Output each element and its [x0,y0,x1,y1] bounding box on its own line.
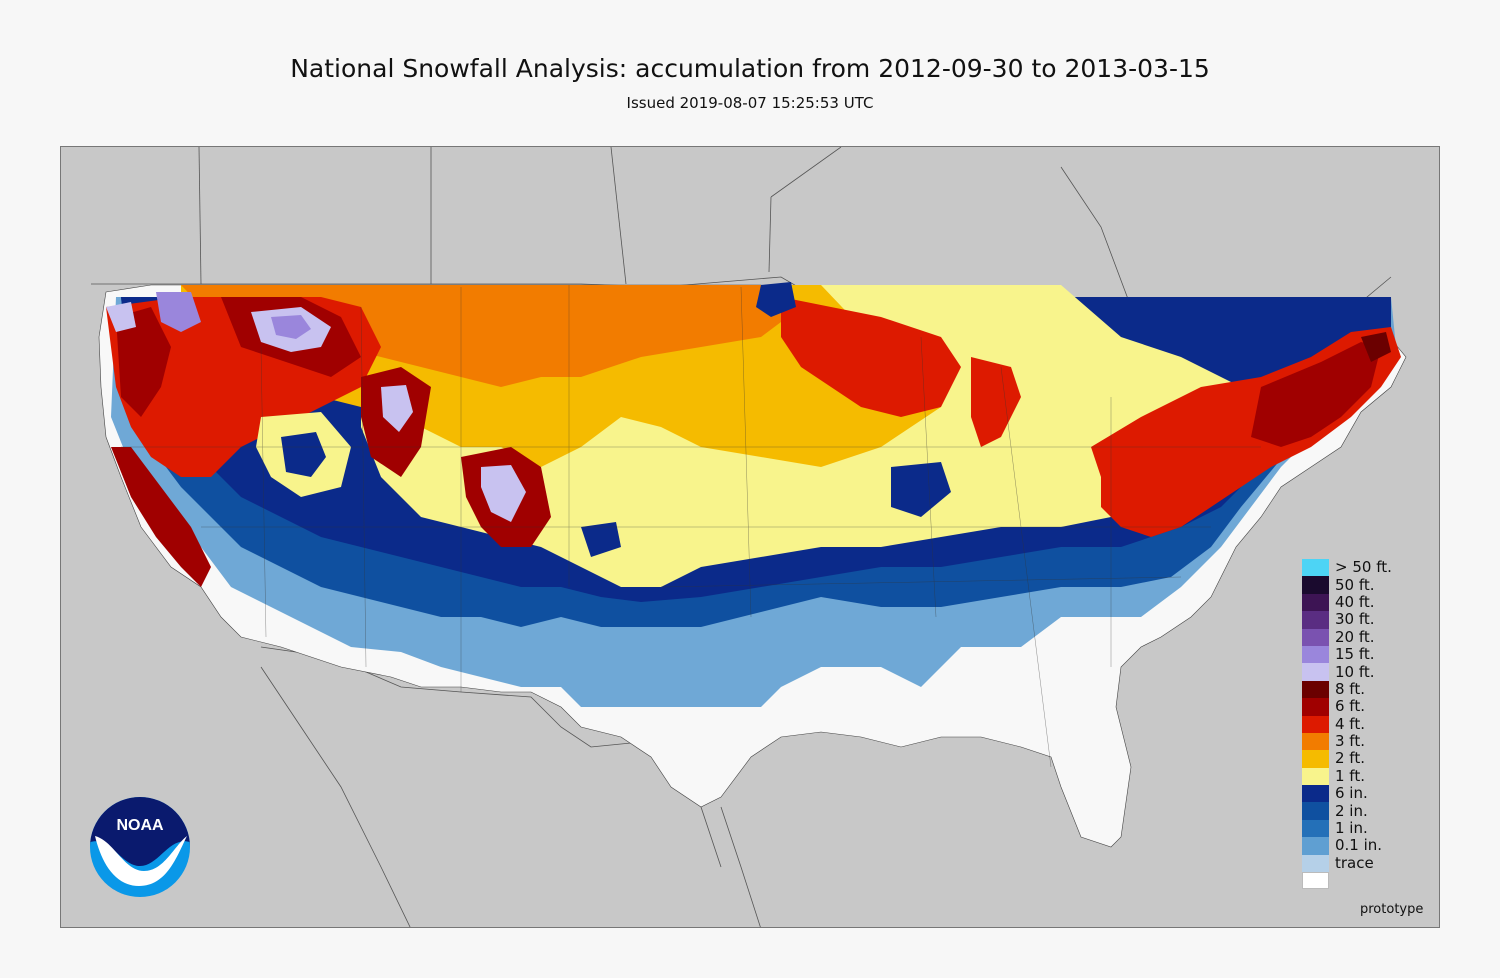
legend-swatch [1302,802,1329,820]
legend-label: 15 ft. [1335,645,1375,664]
gulf-coast-mexico-line [720,806,761,927]
legend-swatch [1302,663,1329,681]
province-line-4 [768,196,772,273]
noaa-logo-icon: NOAA [89,796,191,902]
legend-swatch [1302,559,1329,577]
province-line-3 [610,147,627,285]
snow-band-6ft-northeast [1251,342,1381,447]
snowfall-map[interactable] [60,146,1440,928]
legend-swatch [1302,698,1329,716]
legend: > 50 ft. 50 ft. 40 ft. 30 ft. 20 ft. 15 … [1302,558,1392,890]
legend-item: 8 ft. [1302,679,1392,699]
snow-band-4ft-lakes [781,297,961,417]
snow-band-15ft-nw [156,292,201,332]
snow-band-10ft-colorado [481,465,526,522]
legend-label: 40 ft. [1335,592,1375,611]
legend-item: 6 ft. [1302,697,1392,716]
legend-swatch [1302,819,1329,838]
legend-label: 6 in. [1335,784,1368,803]
legend-label: 8 ft. [1335,679,1365,698]
legend-item: 40 ft. [1302,592,1392,612]
legend-label: > 50 ft. [1335,558,1392,577]
legend-item: 4 ft. [1302,714,1392,733]
snow-band-6in-plains [581,522,621,557]
legend-swatch [1302,872,1329,890]
legend-label: 20 ft. [1335,627,1375,646]
legend-label: 2 ft. [1335,749,1365,768]
legend-item: 15 ft. [1302,645,1392,664]
legend-item: 1 ft. [1302,766,1392,786]
legend-item: 10 ft. [1302,662,1392,681]
snow-band-6ft-cascades [116,307,171,417]
legend-swatch [1302,593,1329,612]
snow-band-6in-mn [756,282,796,317]
legend-swatch [1302,628,1329,646]
legend-item: 30 ft. [1302,610,1392,629]
legend-swatch [1302,837,1329,855]
state-lines [121,285,1261,768]
legend-item: 2 ft. [1302,749,1392,768]
snow-band-6ft-sierra [111,447,211,587]
legend-label: 4 ft. [1335,714,1365,733]
issued-timestamp: Issued 2019-08-07 15:25:53 UTC [626,94,874,112]
legend-label: 6 ft. [1335,697,1365,716]
legend-item: 2 in. [1302,801,1392,820]
snow-band-10ft-utah [381,385,413,432]
legend-item: 6 in. [1302,784,1392,803]
legend-item: > 50 ft. [1302,558,1392,577]
legend-label: 50 ft. [1335,575,1375,594]
legend-swatch [1302,854,1329,873]
legend-item: trace [1302,853,1392,873]
legend-item [1302,872,1392,890]
legend-swatch [1302,576,1329,594]
legend-swatch [1302,680,1329,699]
snow-band-15ft-rockies [271,315,311,339]
legend-swatch [1302,785,1329,803]
snow-band-blue-greatbasin [281,432,326,477]
noaa-logo-text: NOAA [116,817,164,834]
map-title: National Snowfall Analysis: accumulation… [290,54,1210,83]
legend-label: 0.1 in. [1335,836,1383,855]
snow-band-6in-midwest [891,462,951,517]
legend-item: 20 ft. [1302,627,1392,646]
legend-label: 2 in. [1335,801,1368,820]
snow-band-4ft-michigan [971,357,1021,447]
noaa-logo-graphic: NOAA [90,797,190,897]
legend-swatch [1302,645,1329,664]
legend-item: 3 ft. [1302,732,1392,751]
prototype-label: prototype [1360,902,1424,917]
province-line-6 [1060,166,1132,308]
legend-swatch [1302,767,1329,786]
legend-swatch [1302,732,1329,751]
legend-swatch [1302,611,1329,629]
snow-band-8ft-maine [1361,332,1391,362]
legend-item: 1 in. [1302,819,1392,838]
legend-swatch [1302,715,1329,733]
map-canvas [91,147,1407,927]
legend-label: 1 in. [1335,819,1368,838]
legend-label: trace [1335,853,1374,872]
legend-label: 30 ft. [1335,610,1375,629]
snow-band-10ft-nw [106,302,136,332]
legend-item: 0.1 in. [1302,836,1392,855]
province-line-1 [198,147,202,285]
legend-swatch [1302,750,1329,768]
legend-label: 3 ft. [1335,732,1365,751]
legend-item: 50 ft. [1302,575,1392,594]
baja-coast-line [260,666,411,927]
legend-label: 10 ft. [1335,662,1375,681]
province-line-5 [770,147,842,198]
legend-label: 1 ft. [1335,766,1365,785]
